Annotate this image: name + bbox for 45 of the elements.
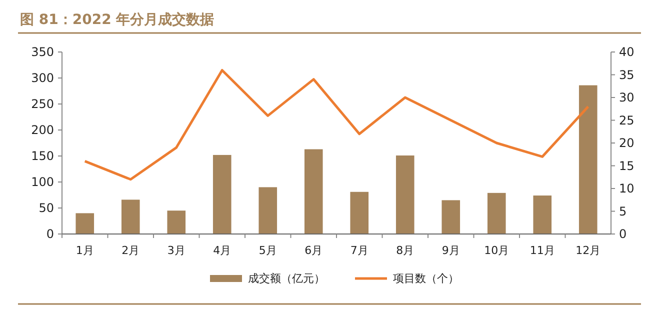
y-tick-label: 150 xyxy=(31,149,54,164)
y-tick-label: 300 xyxy=(31,71,54,86)
x-tick-label: 10月 xyxy=(484,244,510,257)
chart-title: 图 81：2022 年分月成交数据 xyxy=(20,11,214,28)
y2-tick-label: 25 xyxy=(619,113,634,128)
y-tick-label: 0 xyxy=(46,227,54,242)
y2-tick-label: 20 xyxy=(619,136,634,150)
y2-tick-label: 0 xyxy=(619,227,627,242)
y-tick-label: 200 xyxy=(31,123,54,138)
bar xyxy=(167,210,186,234)
x-tick-label: 4月 xyxy=(213,244,232,257)
legend-label: 成交额（亿元） xyxy=(248,272,325,285)
bar xyxy=(396,155,414,234)
bar xyxy=(258,187,278,234)
x-tick-label: 2月 xyxy=(122,244,140,257)
bar xyxy=(442,200,460,234)
y-tick-label: 100 xyxy=(31,175,54,190)
y2-tick-label: 40 xyxy=(619,45,634,60)
legend-label: 项目数（个） xyxy=(393,272,459,285)
y2-tick-label: 30 xyxy=(619,90,634,105)
y2-tick-label: 15 xyxy=(619,158,634,173)
bar xyxy=(304,149,323,234)
x-tick-label: 1月 xyxy=(76,244,94,257)
bar xyxy=(533,196,552,234)
y2-tick-label: 5 xyxy=(619,204,627,218)
bar xyxy=(578,85,598,234)
line-series xyxy=(84,68,590,181)
x-tick-label: 7月 xyxy=(350,244,368,257)
x-tick-label: 9月 xyxy=(442,244,460,257)
bar xyxy=(76,213,94,234)
x-tick-label: 5月 xyxy=(258,244,277,257)
bar xyxy=(487,192,506,234)
y-tick-label: 250 xyxy=(31,97,54,112)
x-tick-label: 8月 xyxy=(396,244,414,257)
bar xyxy=(350,192,369,234)
x-tick-label: 3月 xyxy=(167,244,186,257)
x-tick-label: 11月 xyxy=(530,244,555,257)
bar xyxy=(121,200,140,234)
y-tick-label: 50 xyxy=(38,201,54,216)
y2-tick-label: 35 xyxy=(619,68,634,82)
bar xyxy=(212,154,232,234)
y-tick-label: 350 xyxy=(31,45,54,60)
x-tick-label: 6月 xyxy=(304,244,323,257)
x-tick-label: 12月 xyxy=(576,244,601,257)
y2-tick-label: 10 xyxy=(619,182,634,196)
